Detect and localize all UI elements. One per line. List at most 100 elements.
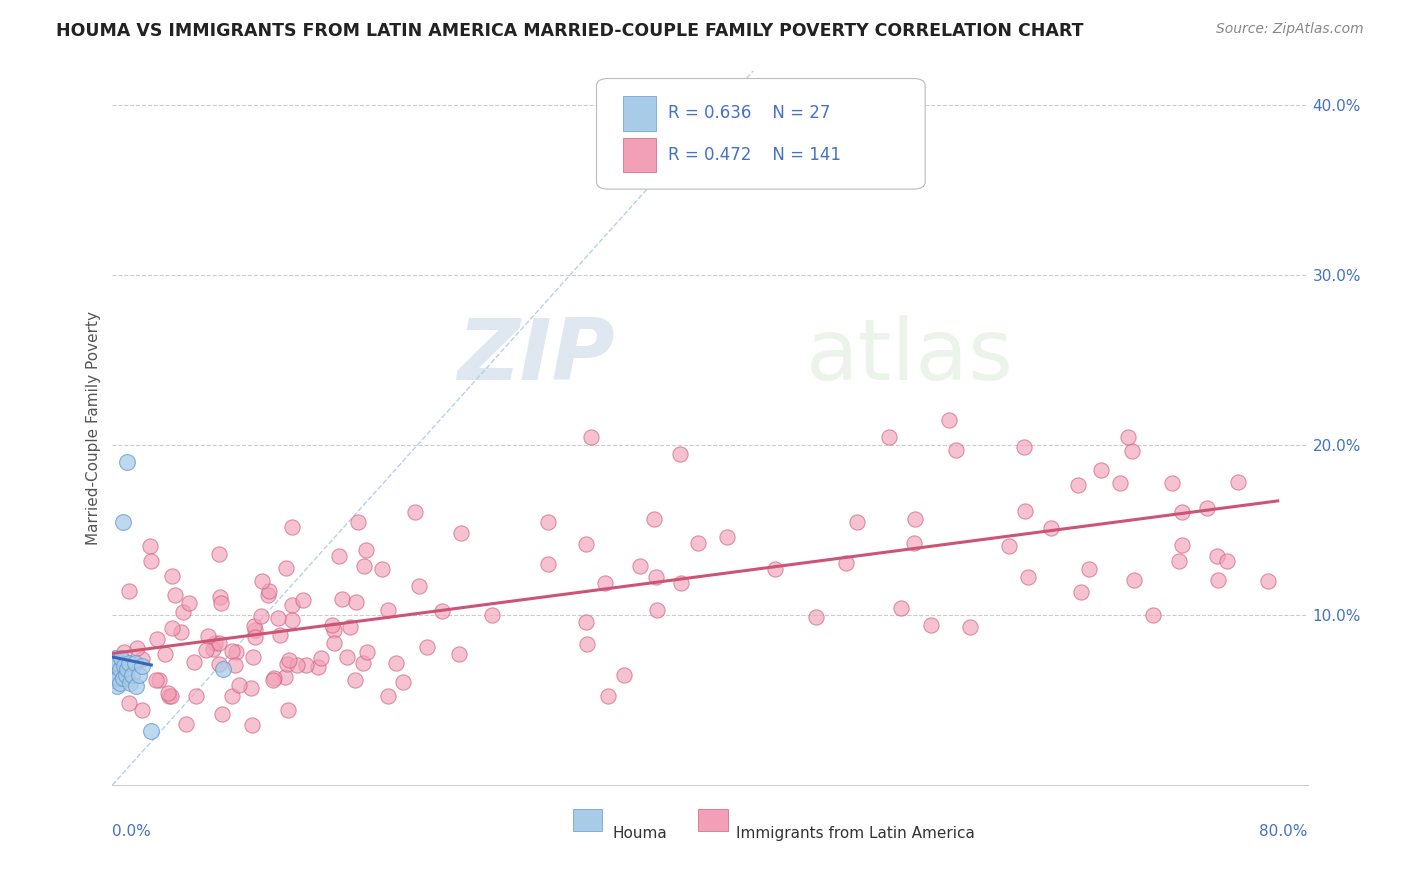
FancyBboxPatch shape	[596, 78, 925, 189]
Point	[1039, 520, 1062, 534]
Text: Houma: Houma	[612, 826, 666, 840]
Point	[575, 637, 598, 651]
Point	[1014, 504, 1036, 518]
Point	[108, 676, 131, 690]
Point	[259, 584, 281, 599]
Point	[174, 716, 197, 731]
Point	[1109, 475, 1132, 490]
Point	[321, 617, 343, 632]
Point	[686, 536, 709, 550]
Point	[245, 623, 267, 637]
Text: HOUMA VS IMMIGRANTS FROM LATIN AMERICA MARRIED-COUPLE FAMILY POVERTY CORRELATION: HOUMA VS IMMIGRANTS FROM LATIN AMERICA M…	[56, 22, 1084, 40]
Point	[103, 673, 125, 687]
Point	[263, 671, 285, 685]
Point	[239, 681, 262, 696]
Point	[377, 603, 399, 617]
Point	[575, 615, 598, 629]
Point	[125, 680, 148, 694]
Point	[172, 605, 194, 619]
Point	[356, 645, 378, 659]
Point	[997, 539, 1019, 553]
Point	[110, 660, 132, 674]
Point	[141, 723, 163, 738]
Point	[1216, 554, 1239, 568]
Text: Immigrants from Latin America: Immigrants from Latin America	[737, 826, 976, 840]
Point	[346, 515, 368, 529]
Point	[274, 670, 297, 684]
Point	[103, 656, 125, 670]
Point	[224, 658, 246, 673]
Point	[131, 703, 153, 717]
Point	[645, 603, 668, 617]
Point	[240, 718, 263, 732]
Point	[207, 636, 229, 650]
Point	[277, 703, 299, 717]
Point	[281, 598, 304, 612]
Point	[430, 604, 453, 618]
Point	[339, 620, 361, 634]
Point	[201, 641, 224, 656]
Point	[294, 658, 316, 673]
Point	[117, 662, 139, 676]
Point	[153, 647, 176, 661]
Point	[111, 671, 134, 685]
Point	[104, 667, 127, 681]
Point	[377, 690, 399, 704]
Point	[328, 549, 350, 563]
Point	[1122, 573, 1144, 587]
Point	[128, 667, 150, 681]
Point	[262, 673, 284, 687]
Bar	[623, 96, 657, 130]
Point	[1067, 478, 1090, 492]
Point	[177, 596, 200, 610]
Point	[1170, 505, 1192, 519]
Point	[1078, 562, 1101, 576]
Point	[904, 512, 927, 526]
Point	[118, 584, 141, 599]
Point	[938, 412, 960, 426]
Point	[195, 643, 218, 657]
Point	[250, 574, 273, 588]
Point	[243, 619, 266, 633]
Point	[890, 601, 912, 615]
Point	[211, 706, 233, 721]
Point	[323, 636, 346, 650]
Point	[212, 662, 235, 676]
Point	[959, 620, 981, 634]
Point	[118, 656, 141, 670]
Text: 80.0%: 80.0%	[1260, 824, 1308, 839]
Point	[669, 575, 692, 590]
Point	[845, 516, 868, 530]
Point	[352, 656, 374, 670]
Text: atlas: atlas	[806, 315, 1014, 399]
Point	[160, 689, 183, 703]
Point	[481, 608, 503, 623]
Point	[1017, 570, 1039, 584]
Point	[593, 576, 616, 591]
Point	[221, 643, 243, 657]
Point	[266, 611, 288, 625]
Point	[330, 591, 353, 606]
Point	[156, 686, 179, 700]
Point	[105, 659, 128, 673]
Point	[138, 539, 160, 553]
Point	[354, 543, 377, 558]
Text: ZIP: ZIP	[457, 315, 614, 399]
Point	[125, 640, 148, 655]
Point	[371, 562, 394, 576]
Point	[1014, 440, 1036, 454]
Point	[1167, 554, 1189, 568]
Point	[1206, 549, 1229, 563]
Point	[157, 689, 180, 703]
Point	[207, 547, 229, 561]
Point	[243, 630, 266, 644]
Point	[903, 536, 925, 550]
Point	[250, 608, 273, 623]
Point	[163, 587, 186, 601]
Point	[384, 657, 406, 671]
Point	[1170, 538, 1192, 552]
Point	[763, 562, 786, 576]
Point	[110, 650, 132, 665]
Point	[221, 690, 243, 704]
Bar	[699, 808, 728, 831]
